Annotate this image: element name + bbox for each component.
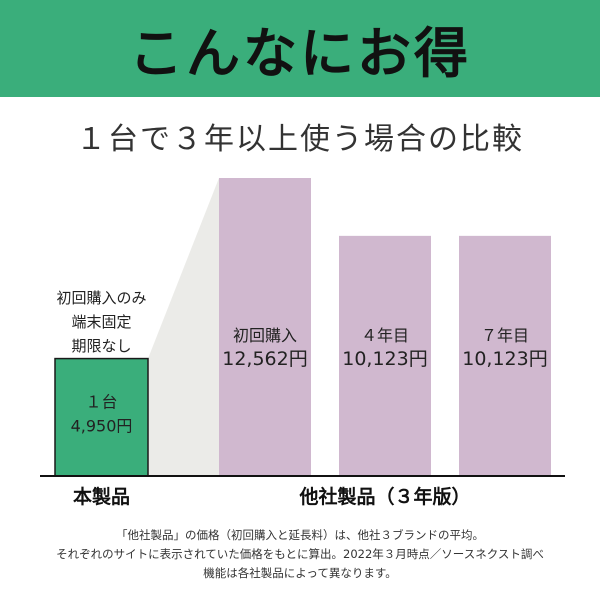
comparison-subtitle: １台で３年以上使う場合の比較 [76,122,524,157]
bar-value-label-0: 4,950円 [71,416,133,435]
bar-note-line-0: 初回購入のみ [56,289,146,307]
bar-3 [459,235,551,476]
bar-note-line-2: 期限なし [71,337,131,355]
banner-title: こんなにお得 [129,22,471,85]
header-banner: こんなにお得 [0,0,600,97]
bar-value-label-3: 10,123円 [462,348,547,370]
bar-1 [219,178,311,476]
bar-label-2: ４年目 [361,326,409,345]
bar-2 [339,235,431,476]
footnote-line-2: それぞれのサイトに表示されていた価格をもとに算出。2022年３月時点／ソースネク… [56,547,544,561]
bar-label-1: 初回購入 [233,326,297,345]
bar-label-3: ７年目 [481,326,529,345]
group-label-0: 本製品 [73,485,130,508]
footnote-line-3: 機能は各社製品によって異なります。 [203,566,397,580]
bar-label-0: １台 [85,392,117,411]
footnote-line-1: 「他社製品」の価格（初回購入と延長料）は、他社３ブランドの平均。 [116,528,484,542]
bar-value-label-2: 10,123円 [342,348,427,370]
comparison-wedge [148,178,219,476]
bar-note-line-1: 端末固定 [71,313,131,331]
bar-value-label-1: 12,562円 [222,348,307,370]
group-label-1: 他社製品（３年版） [298,485,470,508]
bar-0 [54,357,149,477]
